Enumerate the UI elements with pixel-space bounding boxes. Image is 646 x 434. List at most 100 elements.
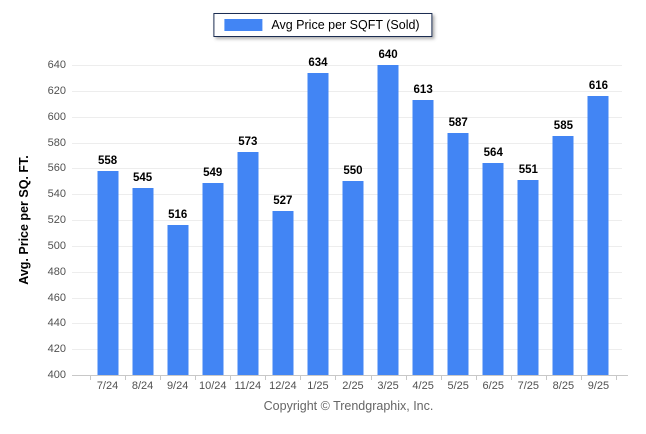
- y-tick-label: 540: [47, 188, 66, 201]
- y-tick-label: 400: [47, 369, 66, 381]
- y-tick-label: 600: [47, 110, 66, 123]
- bar-value-label: 585: [553, 120, 573, 133]
- bar-slot: 587: [441, 65, 476, 375]
- legend-label: Avg Price per SQFT (Sold): [271, 18, 420, 32]
- bar-11/24[interactable]: [237, 151, 259, 375]
- bar-4/25[interactable]: [412, 99, 434, 375]
- x-tick-mark: [616, 376, 617, 380]
- bar-9/24[interactable]: [167, 225, 189, 375]
- y-tick-label: 520: [47, 214, 66, 226]
- gridline: [72, 90, 622, 92]
- x-tick-mark: [160, 376, 162, 380]
- x-axis-label: 2/25: [342, 380, 364, 392]
- gridline: [72, 168, 622, 170]
- gridline: [72, 116, 622, 118]
- x-tick-mark: [125, 376, 127, 380]
- bar-slot: 616: [581, 65, 616, 375]
- bar-value-label: 587: [448, 117, 468, 130]
- bar-value-label: 558: [97, 154, 118, 167]
- bar-5/25[interactable]: [447, 133, 469, 375]
- bar-slot: 613: [406, 65, 441, 375]
- x-axis-label: 11/24: [234, 380, 262, 392]
- x-axis-label: 12/24: [269, 380, 297, 392]
- x-axis-label: 3/25: [377, 380, 399, 392]
- bar-3/25[interactable]: [377, 65, 399, 375]
- x-axis-label: 8/24: [131, 380, 154, 392]
- x-tick-mark: [370, 376, 372, 380]
- x-axis-label: 5/25: [447, 380, 469, 392]
- x-axis-line: [72, 375, 628, 376]
- x-tick-mark: [510, 376, 512, 380]
- bar-value-label: 573: [238, 135, 258, 148]
- bar-slot: 551: [511, 65, 546, 375]
- y-tick-label: 460: [47, 291, 66, 304]
- x-tick-mark: [335, 376, 337, 380]
- bar-value-label: 613: [413, 83, 433, 96]
- plot-area: 558 545 516 549 573 527 634 550 640 613 587 564 551 5…: [72, 49, 622, 375]
- y-tick-label: 440: [47, 317, 66, 330]
- bar-2/25[interactable]: [342, 181, 364, 375]
- bar-7/25[interactable]: [517, 179, 539, 375]
- x-axis-label: 10/24: [198, 380, 227, 392]
- bar-value-label: 549: [203, 166, 223, 179]
- legend-swatch: [224, 19, 263, 31]
- bar-slot: 527: [265, 65, 300, 375]
- bar-7/24[interactable]: [97, 170, 119, 375]
- bar-value-label: 616: [588, 80, 609, 92]
- bar-value-label: 545: [133, 171, 153, 184]
- x-tick-mark: [90, 376, 91, 380]
- bar-slot: 516: [160, 65, 195, 375]
- bar-8/24[interactable]: [132, 187, 154, 375]
- bar-value-label: 564: [483, 147, 503, 160]
- legend: Avg Price per SQFT (Sold): [213, 13, 433, 37]
- bar-value-label: 634: [308, 56, 328, 69]
- bar-value-label: 550: [343, 165, 363, 178]
- bar-8/25[interactable]: [552, 136, 574, 375]
- x-tick-mark: [265, 376, 267, 380]
- x-axis-label: 7/24: [96, 380, 119, 392]
- bar-slot: 558: [90, 65, 125, 375]
- x-tick-mark: [405, 376, 407, 380]
- x-tick-mark: [545, 376, 547, 380]
- x-tick-mark: [195, 376, 197, 380]
- y-tick-label: 480: [47, 265, 66, 278]
- gridline: [72, 65, 622, 66]
- bar-value-label: 551: [518, 163, 538, 176]
- x-axis-label: 9/25: [587, 380, 610, 392]
- bar-9/25[interactable]: [587, 96, 609, 375]
- gridline: [72, 142, 622, 144]
- bar-slot: 573: [230, 65, 265, 375]
- bar-1/25[interactable]: [307, 72, 329, 375]
- bar-value-label: 516: [168, 209, 188, 222]
- x-axis-label: 9/24: [166, 380, 189, 392]
- x-axis-label: 4/25: [412, 380, 434, 392]
- x-tick-mark: [300, 376, 302, 380]
- bar-value-label: 640: [378, 49, 398, 61]
- bar-slot: 549: [195, 65, 230, 375]
- bar-slot: 564: [476, 65, 511, 375]
- bar-10/24[interactable]: [202, 182, 224, 375]
- x-axis-label: 6/25: [482, 380, 504, 392]
- bar-slot: 550: [335, 65, 370, 375]
- x-axis-label: 7/25: [517, 380, 540, 392]
- bar-12/24[interactable]: [272, 210, 294, 375]
- x-tick-mark: [230, 376, 232, 380]
- bar-6/25[interactable]: [482, 163, 504, 375]
- y-tick-label: 640: [47, 59, 66, 71]
- x-tick-mark: [580, 376, 582, 380]
- x-axis-label: 1/25: [307, 380, 329, 392]
- x-tick-mark: [475, 376, 477, 380]
- bar-slot: 640: [371, 49, 406, 375]
- y-tick-label: 580: [47, 136, 66, 149]
- y-tick-label: 620: [47, 84, 66, 97]
- bar-slot: 634: [300, 57, 335, 375]
- y-tick-label: 500: [47, 239, 66, 252]
- bar-slot: 585: [546, 65, 581, 375]
- y-tick-label: 420: [47, 343, 66, 356]
- bar-slot: 545: [125, 65, 160, 375]
- x-tick-mark: [440, 376, 442, 380]
- x-axis-label: 8/25: [552, 380, 575, 392]
- copyright-text: Copyright © Trendgraphix, Inc.: [263, 399, 434, 413]
- bar-value-label: 527: [273, 194, 293, 207]
